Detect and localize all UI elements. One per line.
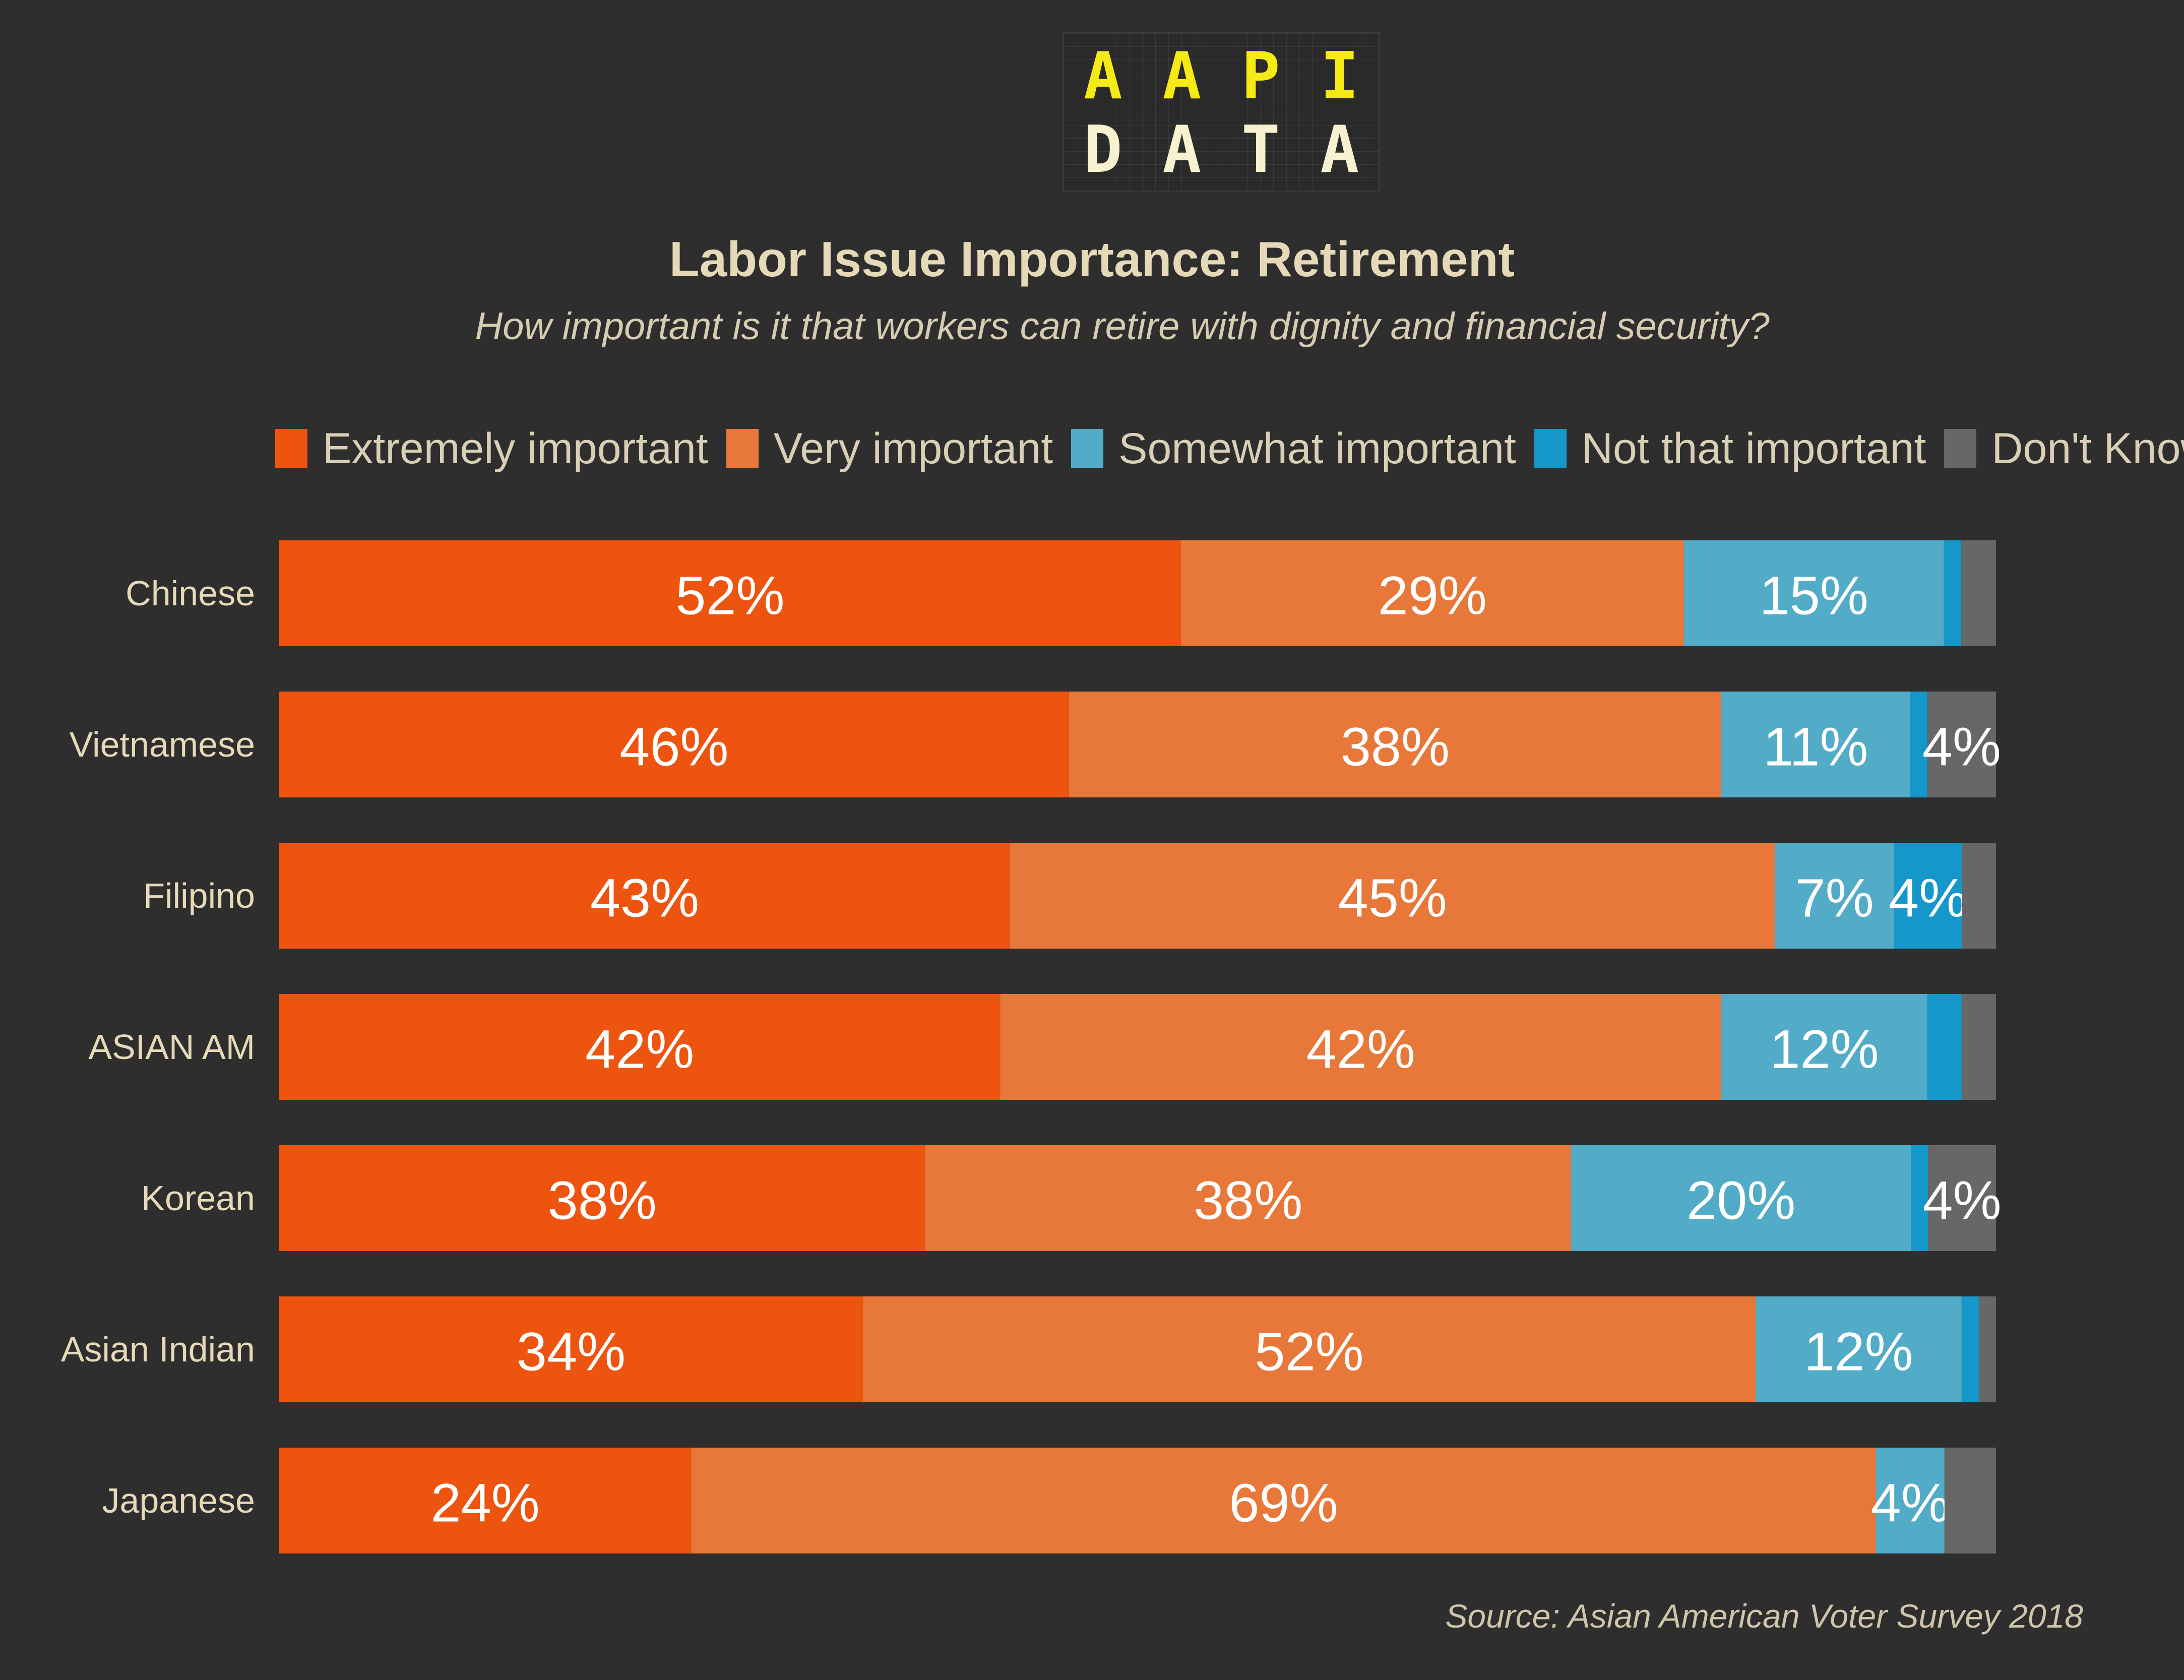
bar-segment <box>1775 843 1894 949</box>
legend-swatch <box>726 429 759 468</box>
bar-segment <box>1962 843 1996 949</box>
data-label: 4% <box>1922 716 2001 777</box>
data-label: 11% <box>1763 716 1868 777</box>
chart-title: Labor Issue Importance: Retirement <box>669 231 1515 287</box>
bar-segment <box>279 843 1011 949</box>
category-label: Filipino <box>143 876 255 915</box>
data-label: 34% <box>517 1321 626 1382</box>
bar-segment <box>1911 1145 1928 1251</box>
bar-segment <box>279 994 1001 1100</box>
bar-segment <box>863 1296 1756 1402</box>
bar-segment <box>1756 1296 1962 1402</box>
data-label: 15% <box>1760 565 1868 626</box>
logo-letter: A <box>1162 39 1202 114</box>
data-label: 42% <box>1306 1019 1415 1080</box>
logo-letter: I <box>1320 39 1359 114</box>
legend: Extremely important Very important Somewha… <box>275 423 2184 474</box>
legend-label: Not that important <box>1581 424 1926 473</box>
bar-segment <box>279 692 1069 797</box>
legend-item: Somewhat important <box>1071 424 1516 474</box>
category-label: Asian Indian <box>61 1330 255 1369</box>
legend-swatch <box>1534 429 1567 468</box>
data-label: 12% <box>1804 1321 1913 1382</box>
category-label: Chinese <box>126 574 255 613</box>
bar-segment <box>1571 1145 1911 1251</box>
logo-top-row: A A P I <box>1064 44 1379 109</box>
data-label: 29% <box>1378 565 1487 626</box>
legend-label: Somewhat important <box>1118 424 1516 473</box>
category-label: Vietnamese <box>70 725 255 764</box>
data-label: 69% <box>1229 1472 1338 1533</box>
data-label: 20% <box>1687 1170 1795 1231</box>
bar-segment <box>1876 1448 1945 1553</box>
bar-segment <box>1961 994 1996 1100</box>
legend-label: Don't Know <box>1991 424 2184 473</box>
bar-segment <box>1010 843 1775 949</box>
data-label: 52% <box>675 565 784 626</box>
bar-segment <box>279 1145 925 1251</box>
data-label: 38% <box>1341 716 1450 777</box>
bar-segment <box>1683 540 1944 646</box>
bar-segment <box>691 1448 1876 1553</box>
legend-label: Extremely important <box>323 424 708 473</box>
aapi-data-logo: A A P I D A T A <box>1063 32 1380 192</box>
bar-segment <box>1961 540 1996 646</box>
bar-segment <box>1721 692 1910 797</box>
category-label: Japanese <box>102 1481 255 1520</box>
logo-letter: P <box>1241 39 1280 114</box>
data-label: 4% <box>1871 1472 1950 1533</box>
legend-item: Very important <box>726 424 1053 474</box>
bar-segment <box>1961 1296 1979 1402</box>
data-label: 46% <box>619 716 728 777</box>
bar-segment <box>1944 540 1962 646</box>
data-label: 4% <box>1889 867 1967 928</box>
bar-segment <box>1181 540 1684 646</box>
bar-segment <box>279 1448 692 1553</box>
data-label: 45% <box>1338 867 1447 928</box>
legend-item: Extremely important <box>275 424 708 474</box>
data-label: 4% <box>1923 1170 2002 1231</box>
legend-item: Don't Know <box>1944 424 2184 474</box>
bar-segment <box>279 540 1181 646</box>
bar-segment <box>279 1296 863 1402</box>
chart-subtitle: How important is it that workers can ret… <box>475 305 1770 348</box>
bar-segment <box>1894 843 1962 949</box>
logo-letter: T <box>1241 112 1280 188</box>
bar-segment <box>1928 1145 1996 1251</box>
data-label: 38% <box>1194 1170 1302 1231</box>
data-label: 24% <box>431 1472 540 1533</box>
legend-swatch <box>1071 429 1104 468</box>
data-label: 38% <box>548 1170 657 1231</box>
legend-label: Very important <box>773 424 1053 473</box>
data-label: 52% <box>1255 1321 1364 1382</box>
bar-segment <box>1721 994 1927 1100</box>
bar-segment <box>1978 1296 1996 1402</box>
bar-segment <box>1910 692 1927 797</box>
bar-segment <box>1944 1448 1996 1553</box>
data-label: 7% <box>1795 867 1874 928</box>
data-label: 43% <box>590 867 699 928</box>
category-label: Korean <box>141 1178 255 1218</box>
data-label: 12% <box>1770 1019 1879 1080</box>
legend-swatch <box>275 429 307 468</box>
legend-item: Not that important <box>1534 424 1926 474</box>
logo-bottom-row: D A T A <box>1064 118 1379 182</box>
legend-swatch <box>1944 429 1977 468</box>
logo-letter: A <box>1162 112 1202 188</box>
bar-segment <box>1927 994 1962 1100</box>
bar-segment <box>1000 994 1722 1100</box>
data-label: 42% <box>585 1019 694 1080</box>
bar-segment <box>1927 692 1996 797</box>
logo-letter: D <box>1083 112 1122 188</box>
logo-letter: A <box>1083 39 1122 114</box>
source-note: Source: Asian American Voter Survey 2018 <box>1445 1597 2083 1635</box>
bar-segment <box>925 1145 1571 1251</box>
logo-letter: A <box>1320 112 1359 188</box>
category-label: ASIAN AM <box>88 1027 255 1067</box>
bar-segment <box>1069 692 1722 797</box>
